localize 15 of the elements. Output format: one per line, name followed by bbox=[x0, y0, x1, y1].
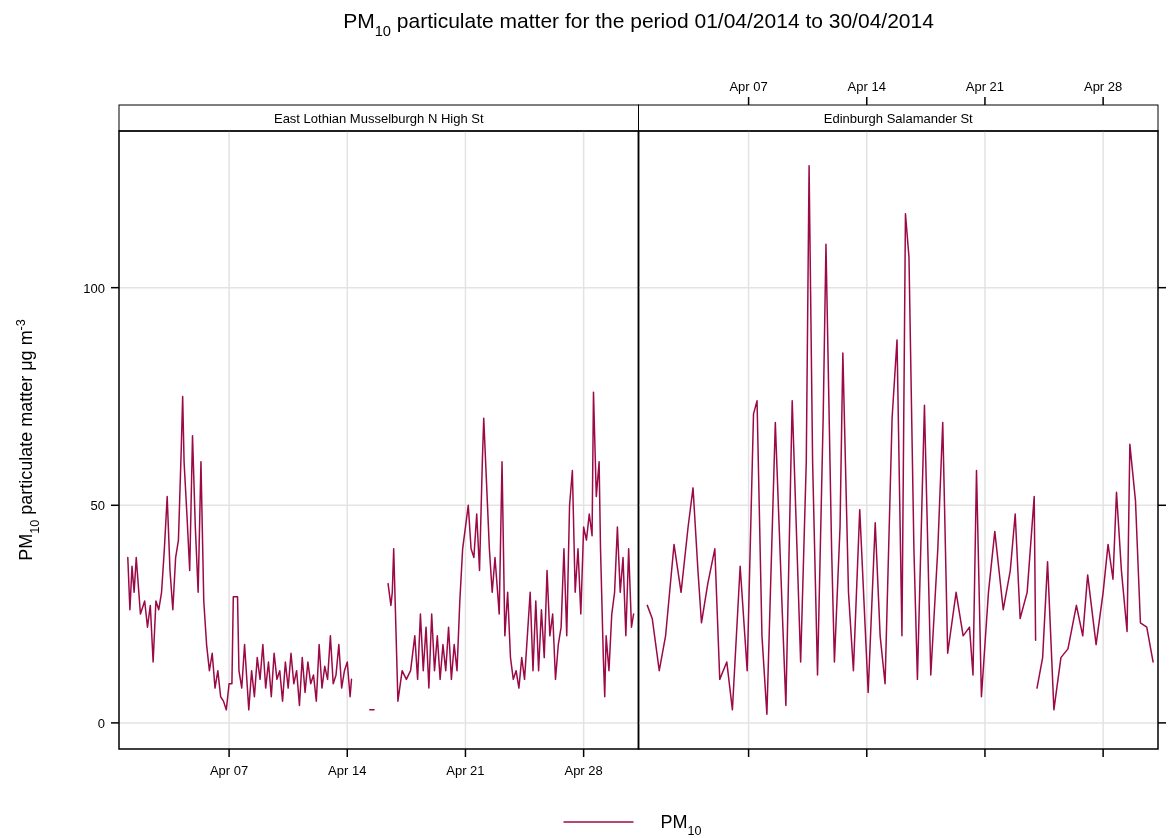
x-tick-label: Apr 21 bbox=[446, 763, 485, 778]
x-tick-label: Apr 07 bbox=[729, 79, 768, 94]
x-tick-label: Apr 28 bbox=[1083, 79, 1123, 94]
x-tick-label: Apr 28 bbox=[564, 763, 603, 778]
x-tick-label: Apr 07 bbox=[209, 763, 249, 778]
y-tick-label: 100 bbox=[83, 280, 105, 296]
legend-label: PM$_{10}$ bbox=[660, 812, 702, 838]
chart-subtitle: Edinburgh Salamander St bbox=[823, 111, 974, 126]
x-tick-label: Apr 14 bbox=[328, 763, 367, 778]
x-tick-label: Apr 21 bbox=[965, 79, 1005, 94]
chart-title: PM$_{10}$ particulate matter for the period 01/04/2014 to 30/04/2014 bbox=[343, 9, 935, 39]
x-tick-label: Apr 14 bbox=[847, 79, 886, 94]
chart-subtitle: East Lothian Musselburgh N High St bbox=[273, 111, 484, 126]
y-tick-label: 50 bbox=[90, 498, 105, 514]
y-tick-label: 0 bbox=[97, 715, 105, 731]
